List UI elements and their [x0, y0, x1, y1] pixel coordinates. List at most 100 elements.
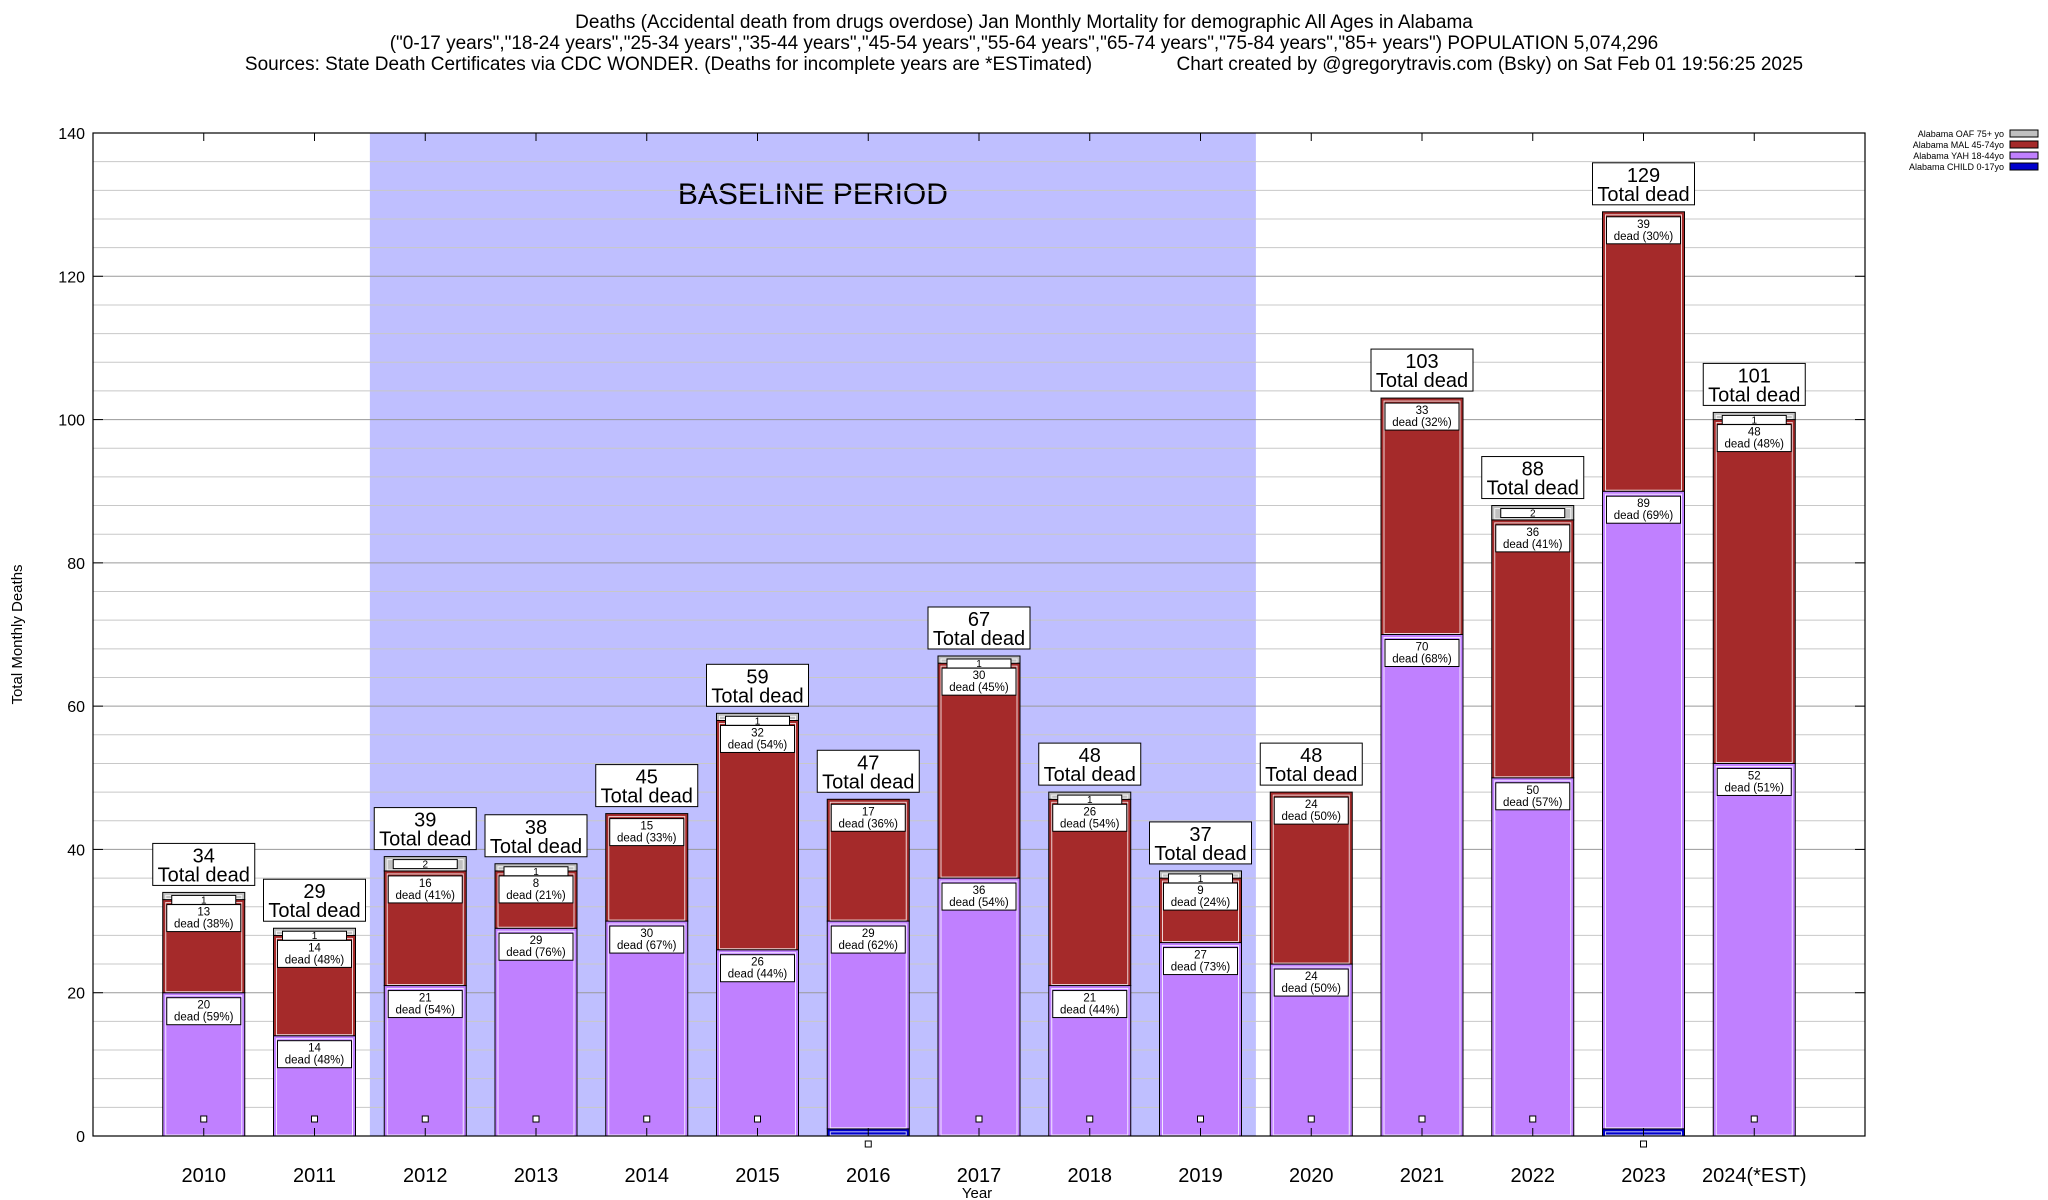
segment-percent-label: dead (48%) [285, 954, 345, 966]
y-tick-label: 0 [76, 1129, 85, 1146]
bar-base-marker [643, 1115, 651, 1123]
segment-label-box [1273, 968, 1349, 997]
total-suffix-label: Total dead [711, 685, 803, 707]
baseline-period-label: BASELINE PERIOD [678, 178, 948, 211]
bar-segment [826, 920, 910, 1130]
segment-value-label: 30 [640, 928, 653, 940]
segment-label-box [1384, 402, 1460, 431]
segment-label-box-small [171, 894, 237, 905]
bar-segment [494, 927, 578, 1137]
segment-percent-label: dead (69%) [1614, 510, 1674, 522]
bar-segment [937, 662, 1021, 879]
legend-swatch [2009, 129, 2039, 138]
segment-value-label: 14 [308, 1043, 321, 1055]
segment-percent-label: dead (33%) [617, 833, 677, 845]
total-value-label: 37 [1189, 824, 1211, 846]
chart-source-line: Sources: State Death Certificates via CD… [244, 54, 1804, 75]
legend-swatch [2009, 151, 2039, 160]
segment-percent-label: dead (48%) [1725, 439, 1785, 451]
total-label-box [927, 606, 1031, 650]
x-tick-label: 2019 [1178, 1165, 1223, 1187]
segment-value-label: 32 [751, 727, 764, 739]
total-label-box [1149, 821, 1252, 865]
bar-base-marker [864, 1140, 872, 1148]
total-suffix-label: Total dead [601, 786, 693, 808]
segment-value-label: 24 [1305, 971, 1318, 983]
total-value-label: 47 [857, 752, 879, 774]
segment-percent-label: dead (50%) [1282, 983, 1342, 995]
legend-swatch [2009, 140, 2039, 149]
segment-percent-label: dead (54%) [728, 739, 788, 751]
segment-label-box [609, 818, 685, 847]
segment-label-box [166, 997, 242, 1026]
bar-base-marker [311, 1115, 318, 1123]
segment-percent-label: dead (30%) [1614, 231, 1674, 243]
total-suffix-label: Total dead [1154, 843, 1246, 865]
segment-value-label: 29 [530, 935, 543, 947]
bar-segment-inner [829, 801, 907, 921]
segment-percent-label: dead (21%) [506, 890, 566, 902]
total-suffix-label: Total dead [1708, 384, 1800, 406]
segment-percent-label: dead (48%) [285, 1055, 345, 1067]
y-axis-label: Total Monthly Deaths [9, 564, 26, 704]
segment-percent-label: dead (50%) [1282, 811, 1342, 823]
bar-segment [1602, 490, 1685, 1130]
segment-value-label: 1 [1087, 795, 1093, 806]
segment-value-label: 9 [1197, 885, 1203, 897]
x-tick-label: 2021 [1400, 1165, 1445, 1187]
segment-label-box-small [503, 866, 569, 877]
segment-value-label: 24 [1305, 799, 1318, 811]
segment-label-box-small [392, 859, 458, 870]
segment-value-label: 8 [533, 878, 539, 890]
segment-value-label: 21 [419, 993, 432, 1005]
total-label-box [816, 749, 920, 793]
x-tick-label: 2018 [1068, 1165, 1113, 1187]
segment-value-label: 20 [197, 1000, 210, 1012]
bar-segment-inner [1605, 493, 1682, 1129]
bar-base-marker [1418, 1115, 1426, 1123]
segment-value-label: 17 [862, 806, 875, 818]
segment-label-box [498, 932, 574, 961]
total-suffix-label: Total dead [158, 864, 250, 886]
total-suffix-label: Total dead [1487, 478, 1579, 500]
segment-value-label: 1 [201, 895, 207, 906]
segment-label-box [387, 875, 463, 904]
total-value-label: 88 [1522, 459, 1544, 481]
segment-label-box [166, 904, 242, 933]
segment-label-box [941, 667, 1017, 696]
segment-value-label: 36 [973, 885, 986, 897]
total-value-label: 129 [1627, 165, 1660, 187]
total-label-box [484, 814, 588, 858]
segment-percent-label: dead (36%) [839, 818, 899, 830]
x-axis-label: Year [962, 1185, 992, 1200]
x-tick-label: 2016 [846, 1165, 891, 1187]
segment-percent-label: dead (67%) [617, 940, 677, 952]
bar-segment-inner [1605, 214, 1682, 491]
total-label-box [152, 842, 256, 886]
segment-percent-label: dead (38%) [174, 919, 234, 931]
segment-label-box [720, 724, 795, 753]
bar-segment-inner [1383, 400, 1461, 635]
segment-percent-label: dead (51%) [1725, 782, 1785, 794]
segment-value-label: 16 [419, 878, 432, 890]
segment-label-box [830, 803, 906, 832]
segment-label-box-small [1057, 794, 1123, 805]
chart-title: Deaths (Accidental death from drugs over… [575, 12, 1473, 33]
bar-base-marker [1529, 1115, 1537, 1123]
bar-base-marker [421, 1115, 429, 1123]
segment-value-label: 27 [1194, 950, 1207, 962]
bar-segment-inner [386, 873, 464, 986]
segment-label-box [1606, 495, 1681, 524]
segment-value-label: 26 [1083, 806, 1096, 818]
bar-base-marker [1086, 1115, 1094, 1123]
segment-value-label: 70 [1416, 642, 1429, 654]
segment-label-box-small [282, 930, 347, 941]
segment-label-box [1606, 216, 1681, 245]
x-tick-label: 2013 [514, 1165, 559, 1187]
total-value-label: 101 [1738, 365, 1771, 387]
y-tick-label: 120 [58, 269, 85, 286]
segment-percent-label: dead (54%) [396, 1005, 456, 1017]
segment-label-box [720, 954, 795, 983]
legend-entry-label: Alabama CHILD 0-17yo [1909, 162, 2004, 172]
y-tick-label: 80 [67, 556, 85, 573]
